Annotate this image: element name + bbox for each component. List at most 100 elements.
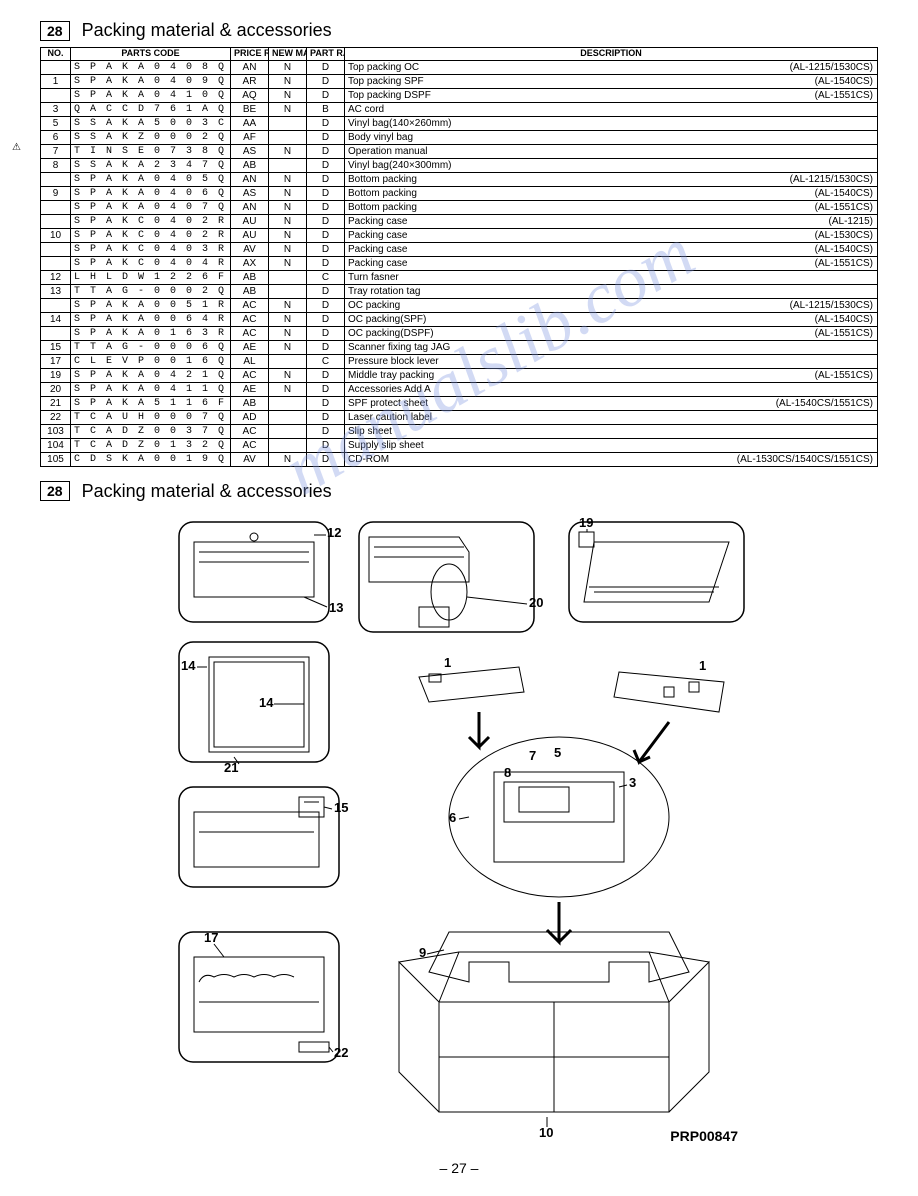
cell-new-mark: N [269,340,307,354]
cell-part-rank: D [307,158,345,172]
cell-parts-code: S P A K C 0 4 0 2 R S Z Z [71,214,231,228]
cell-new-mark: N [269,214,307,228]
section-title: Packing material & accessories [82,20,332,41]
cell-parts-code: C L E V P 0 0 1 6 Q S 0 1 [71,354,231,368]
table-row: 14S P A K A 0 0 6 4 R S Z 1ACNDOC packin… [41,312,878,326]
cell-no: 3 [41,102,71,116]
cell-description: Vinyl bag(240×300mm) [345,158,878,172]
cell-parts-code: S P A K A 0 4 0 5 Q S Z Z [71,172,231,186]
cell-price-rank: AV [231,452,269,466]
table-header-row: NO. PARTS CODE PRICE RANK NEW MARK PART … [41,48,878,61]
cell-new-mark: N [269,312,307,326]
cell-part-rank: D [307,130,345,144]
cell-description: Body vinyl bag [345,130,878,144]
cell-price-rank: AL [231,354,269,368]
cell-price-rank: AF [231,130,269,144]
cell-parts-code: T C A D Z 0 1 3 2 Q S Z Z [71,438,231,452]
svg-text:7: 7 [529,748,536,763]
cell-parts-code: T I N S E 0 7 3 8 Q S Z 1 [71,144,231,158]
cell-price-rank: AS [231,144,269,158]
col-parts-code: PARTS CODE [71,48,231,61]
cell-no [41,214,71,228]
cell-new-mark [269,284,307,298]
cell-description: Operation manual [345,144,878,158]
table-row: 105C D S K A 0 0 1 9 Q S 3 4AVNDCD-ROM(A… [41,452,878,466]
cell-parts-code: S P A K C 0 4 0 4 R S Z Z [71,256,231,270]
table-row: 12L H L D W 1 2 2 6 F C Z ZABCTurn fasne… [41,270,878,284]
cell-price-rank: AR [231,74,269,88]
cell-no: 8 [41,158,71,172]
cell-parts-code: S P A K A 0 4 0 8 Q S Z Z [71,60,231,74]
cell-description: Packing case(AL-1540CS) [345,242,878,256]
cell-parts-code: S P A K C 0 4 0 3 R S Z Z [71,242,231,256]
cell-part-rank: D [307,186,345,200]
table-row: 20S P A K A 0 4 1 1 Q S Z ZAENDAccessori… [41,382,878,396]
table-row: S P A K A 0 4 0 8 Q S Z ZANNDTop packing… [41,60,878,74]
cell-new-mark: N [269,256,307,270]
section-header-diagram: 28 Packing material & accessories [40,481,878,502]
caution-symbol: ⚠ [12,142,21,153]
cell-price-rank: AU [231,214,269,228]
cell-no: 19 [41,368,71,382]
cell-new-mark [269,270,307,284]
cell-part-rank: D [307,228,345,242]
cell-description: Slip sheet [345,424,878,438]
cell-parts-code: T C A U H 0 0 0 7 Q S Z Z [71,410,231,424]
cell-part-rank: D [307,396,345,410]
svg-text:12: 12 [327,525,341,540]
cell-no [41,326,71,340]
cell-no [41,242,71,256]
cell-new-mark: N [269,368,307,382]
cell-part-rank: D [307,284,345,298]
cell-new-mark: N [269,200,307,214]
cell-new-mark: N [269,298,307,312]
cell-no: 9 [41,186,71,200]
cell-description: Turn fasner [345,270,878,284]
svg-text:19: 19 [579,515,593,530]
cell-new-mark: N [269,228,307,242]
cell-new-mark: N [269,186,307,200]
table-row: 103T C A D Z 0 0 3 7 Q S Z ZACDSlip shee… [41,424,878,438]
cell-no: 103 [41,424,71,438]
cell-no [41,172,71,186]
cell-new-mark [269,410,307,424]
exploded-diagram: 12 13 20 19 14 14 21 15 17 22 1 1 [40,512,878,1152]
cell-part-rank: D [307,256,345,270]
cell-no [41,256,71,270]
parts-table: NO. PARTS CODE PRICE RANK NEW MARK PART … [40,47,878,467]
cell-price-rank: AB [231,396,269,410]
svg-text:8: 8 [504,765,511,780]
cell-part-rank: D [307,172,345,186]
cell-parts-code: S P A K A 0 4 0 7 Q S Z Z [71,200,231,214]
svg-text:1: 1 [699,658,706,673]
table-row: 15T T A G - 0 0 0 6 Q S Z ZAENDScanner f… [41,340,878,354]
svg-text:21: 21 [224,760,238,775]
cell-no: 1 [41,74,71,88]
cell-part-rank: D [307,242,345,256]
cell-new-mark: N [269,172,307,186]
table-row: S P A K C 0 4 0 3 R S Z ZAVNDPacking cas… [41,242,878,256]
cell-description: CD-ROM(AL-1530CS/1540CS/1551CS) [345,452,878,466]
cell-part-rank: D [307,368,345,382]
cell-part-rank: D [307,60,345,74]
cell-no: 12 [41,270,71,284]
table-row: S P A K C 0 4 0 2 R S Z ZAUNDPacking cas… [41,214,878,228]
table-row: 13T T A G - 0 0 0 2 Q S Z ZABDTray rotat… [41,284,878,298]
cell-new-mark: N [269,88,307,102]
cell-description: Top packing SPF(AL-1540CS) [345,74,878,88]
cell-new-mark: N [269,326,307,340]
cell-parts-code: S P A K A 0 4 0 9 Q S Z Z [71,74,231,88]
cell-new-mark [269,354,307,368]
table-row: S P A K A 0 4 0 5 Q S Z ZANNDBottom pack… [41,172,878,186]
cell-part-rank: D [307,438,345,452]
cell-price-rank: AN [231,172,269,186]
table-row: S P A K A 0 4 0 7 Q S Z ZANNDBottom pack… [41,200,878,214]
table-row: 104T C A D Z 0 1 3 2 Q S Z ZACDSupply sl… [41,438,878,452]
cell-part-rank: D [307,312,345,326]
cell-description: Supply slip sheet [345,438,878,452]
cell-description: Accessories Add A [345,382,878,396]
cell-price-rank: AB [231,284,269,298]
cell-no [41,60,71,74]
cell-price-rank: AX [231,256,269,270]
cell-new-mark [269,116,307,130]
